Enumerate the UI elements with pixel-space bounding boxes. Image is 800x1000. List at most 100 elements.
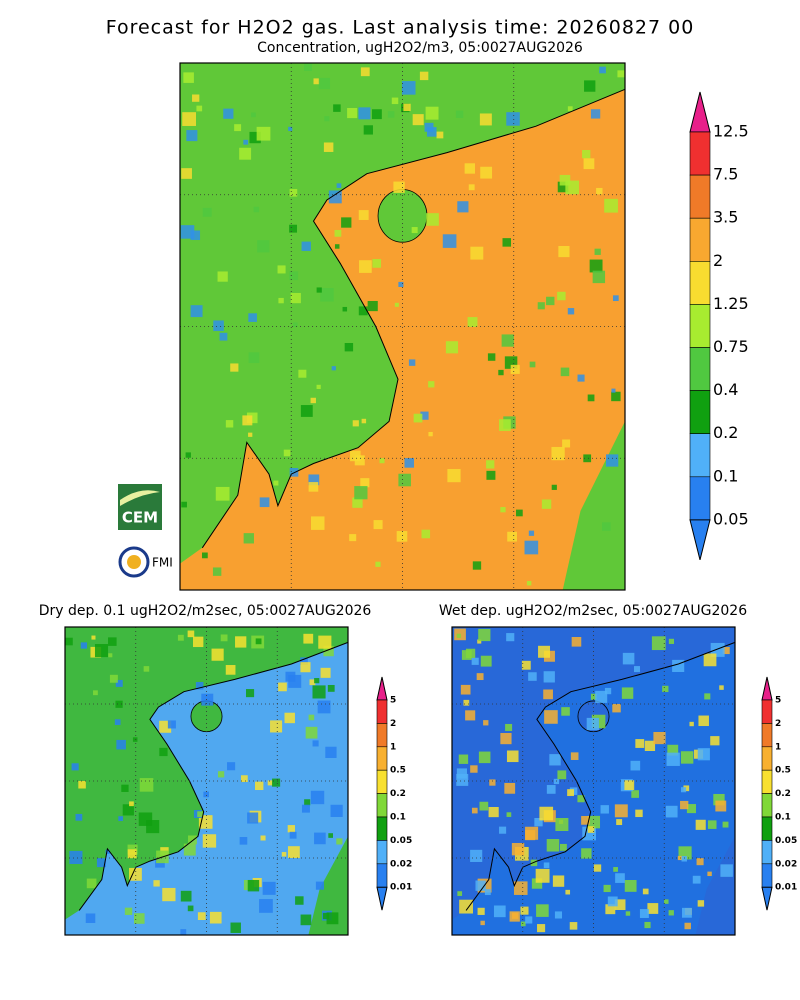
- colorbar-label: 0.75: [713, 337, 749, 356]
- field-patch: [398, 281, 404, 287]
- cem-logo: CEM: [118, 484, 162, 530]
- field-patch: [577, 795, 585, 803]
- colorbar-swatch: [761, 793, 773, 818]
- colorbar-swatch: [376, 723, 388, 748]
- field-patch: [594, 248, 601, 255]
- field-patch: [303, 633, 314, 644]
- field-patch: [298, 369, 307, 378]
- field-patch: [202, 834, 217, 848]
- field-patch: [398, 473, 411, 487]
- field-patch: [312, 685, 326, 699]
- field-patch: [420, 411, 429, 420]
- field-patch: [177, 634, 184, 641]
- field-patch: [333, 104, 341, 112]
- map: [179, 62, 626, 591]
- field-patch: [681, 856, 687, 862]
- field-patch: [287, 846, 300, 859]
- field-patch: [248, 352, 260, 364]
- field-patch: [605, 904, 616, 915]
- field-patch: [309, 679, 316, 686]
- field-patch: [203, 791, 209, 798]
- field-patch: [313, 78, 320, 85]
- field-patch: [520, 921, 526, 927]
- field-patch: [251, 112, 256, 118]
- field-patch: [255, 781, 264, 791]
- cem-text: CEM: [122, 509, 158, 527]
- field-patch: [300, 662, 311, 673]
- field-patch: [504, 782, 516, 794]
- field-patch: [315, 881, 324, 890]
- field-patch: [582, 149, 591, 159]
- field-patch: [471, 657, 479, 665]
- field-patch: [404, 458, 415, 468]
- field-patch: [499, 419, 511, 431]
- field-patch: [478, 751, 491, 764]
- field-patch: [289, 188, 298, 197]
- field-patch: [537, 924, 546, 933]
- colorbar-label: 0.5: [390, 766, 406, 776]
- colorbar-label: 0.5: [775, 766, 791, 776]
- field-patch: [396, 531, 408, 542]
- field-patch: [698, 715, 709, 727]
- field-patch: [683, 785, 690, 792]
- colorbar-swatch: [376, 746, 388, 771]
- field-patch: [114, 719, 121, 725]
- field-patch: [78, 780, 86, 789]
- map: [64, 626, 349, 936]
- field-patch: [413, 413, 423, 423]
- field-patch: [108, 653, 113, 658]
- field-patch: [604, 198, 618, 213]
- field-patch: [115, 679, 123, 687]
- field-patch: [314, 832, 326, 845]
- field-patch: [284, 712, 295, 724]
- field-patch: [230, 363, 239, 372]
- field-patch: [336, 183, 342, 188]
- field-patch: [75, 813, 83, 821]
- colorbar-label: 1.25: [713, 294, 749, 313]
- field-patch: [96, 858, 106, 868]
- field-patch: [239, 147, 252, 160]
- field-patch: [571, 637, 582, 647]
- field-patch: [539, 806, 554, 821]
- field-patch: [217, 771, 225, 778]
- field-patch: [196, 105, 203, 112]
- field-patch: [567, 789, 575, 797]
- field-patch: [354, 486, 368, 500]
- colorbar-arrow: [376, 676, 388, 701]
- field-patch: [180, 225, 195, 239]
- field-patch: [121, 784, 129, 792]
- field-patch: [256, 126, 271, 141]
- field-patch: [520, 906, 529, 915]
- field-patch: [187, 905, 194, 912]
- field-patch: [635, 809, 643, 818]
- field-patch: [334, 229, 342, 237]
- field-patch: [470, 849, 483, 862]
- field-patch: [347, 108, 358, 119]
- colorbar-label: 5: [390, 696, 396, 706]
- field-patch: [322, 912, 330, 920]
- field-patch: [456, 768, 467, 779]
- field-patch: [593, 864, 602, 872]
- field-patch: [124, 907, 133, 915]
- field-patch: [513, 881, 528, 895]
- field-patch: [684, 922, 691, 930]
- field-patch: [391, 97, 399, 105]
- field-patch: [524, 540, 539, 555]
- field-patch: [304, 799, 311, 806]
- field-patch: [352, 420, 359, 427]
- field-patch: [301, 804, 310, 813]
- colorbar-swatch: [689, 476, 711, 521]
- field-patch: [592, 270, 606, 284]
- field-patch: [668, 910, 674, 916]
- field-patch: [183, 72, 194, 83]
- field-patch: [379, 458, 385, 464]
- field-patch: [260, 835, 266, 841]
- field-patch: [624, 780, 635, 791]
- field-patch: [500, 733, 512, 745]
- field-patch: [217, 271, 228, 282]
- field-patch: [186, 130, 198, 142]
- field-patch: [201, 552, 208, 559]
- field-patch: [190, 305, 203, 318]
- colorbar-swatch: [689, 390, 711, 435]
- colorbar-label: 3.5: [713, 208, 738, 227]
